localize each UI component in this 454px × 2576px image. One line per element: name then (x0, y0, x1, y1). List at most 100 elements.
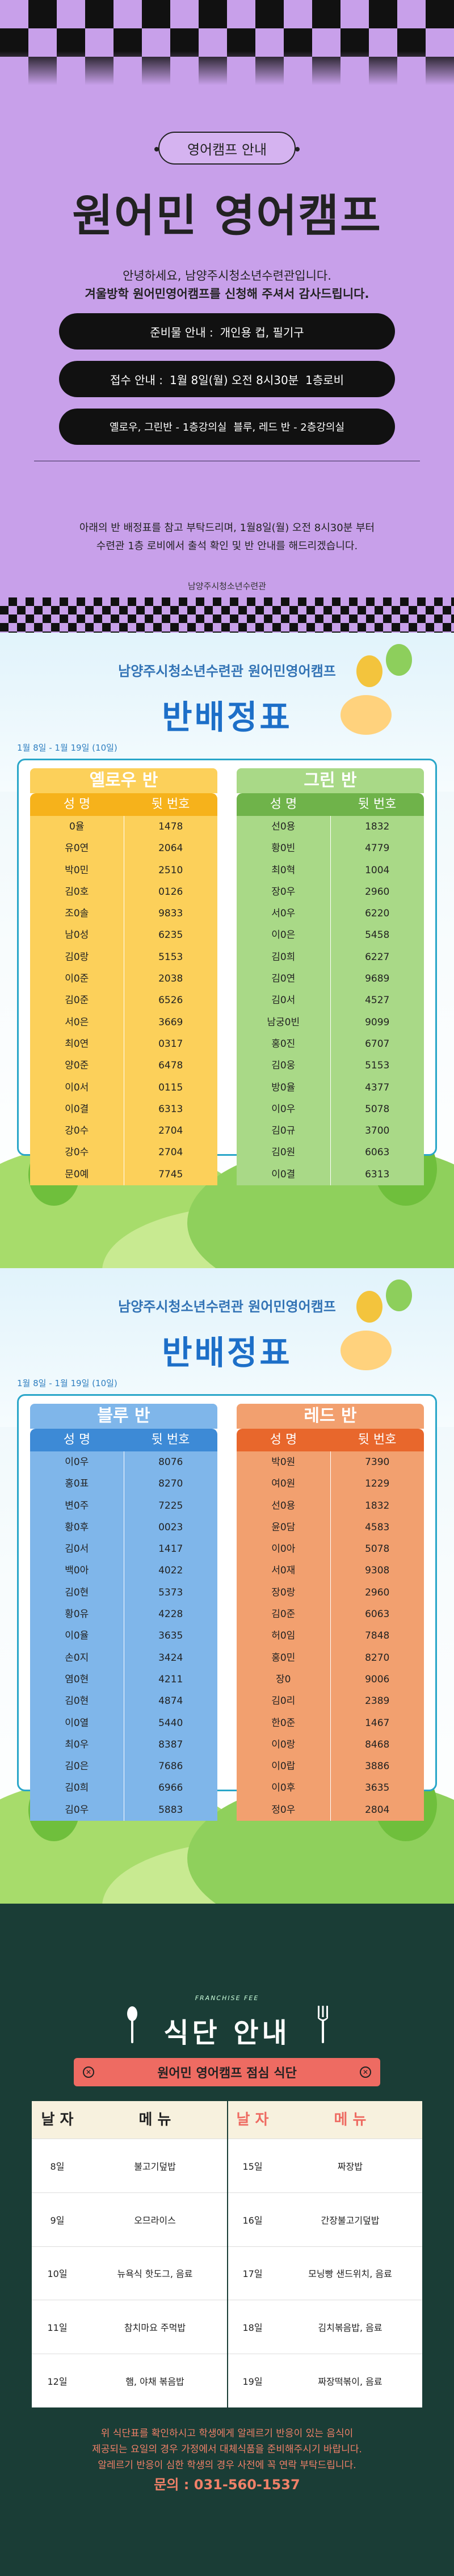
table-row: 이0은 5458 (237, 924, 424, 946)
sheet-org: 남양주시청소년수련관 원어민영어캠프 (118, 663, 336, 679)
phone-suffix: 1417 (158, 1543, 183, 1555)
student-name: 장0우 (237, 881, 331, 903)
table-row: 선0용 1832 (237, 816, 424, 838)
student-name: 남0성 (30, 924, 124, 946)
student-name: 황0후 (30, 1516, 124, 1539)
phone-suffix: 9006 (365, 1673, 390, 1685)
table-row: 김0준 6063 (237, 1603, 424, 1626)
student-name: 김0현 (30, 1581, 124, 1604)
table-row: 유0연 2064 (30, 837, 217, 860)
table-row: 염0현 4211 (30, 1668, 217, 1691)
phone-suffix: 0023 (158, 1521, 183, 1533)
table-row: 이0후 3635 (237, 1777, 424, 1799)
phone-suffix: 7225 (158, 1500, 183, 1512)
menu-date: 16일 (242, 2215, 263, 2226)
notice-section: 영어캠프 안내 원어민 영어캠프 안녕하세요, 남양주시청소년수련관입니다. 겨… (0, 0, 454, 633)
menu-table: 날 자 메 뉴 날 자 메 뉴 8일 불고기덮밥 15일 짜장밥 9일 오므라이스 16일 간… (32, 2101, 422, 2407)
menu-item: 오므라이스 (134, 2215, 176, 2226)
phone-suffix: 9833 (158, 908, 183, 920)
phone-suffix: 5440 (158, 1717, 183, 1729)
table-row: 강0수 2704 (30, 1142, 217, 1164)
table-row: 양0준 6478 (30, 1055, 217, 1077)
table-header: 성 명 뒷 번호 (30, 1429, 217, 1451)
phone-suffix: 7848 (365, 1630, 390, 1642)
student-name: 변0주 (30, 1495, 124, 1517)
student-name: 황0유 (30, 1603, 124, 1626)
table-row: 김0랑 5153 (30, 946, 217, 969)
spoon-icon (127, 2006, 137, 2043)
student-name: 장0랑 (237, 1581, 331, 1604)
phone-suffix: 6063 (365, 1147, 390, 1159)
student-name: 허0임 (237, 1625, 331, 1647)
notice-pill: 영어캠프 안내 (154, 132, 300, 165)
table-row: 손0지 3424 (30, 1647, 217, 1669)
menu-row: 10일 뉴욕식 핫도그, 음료 17일 모닝빵 샌드위치, 음료 (32, 2246, 422, 2300)
phone-suffix: 1832 (365, 821, 390, 832)
student-name: 박0원 (237, 1451, 331, 1474)
menu-item: 간장불고기덮밥 (321, 2215, 380, 2226)
phone-suffix: 6313 (365, 1168, 390, 1180)
student-name: 강0수 (30, 1142, 124, 1164)
table-row: 이0결 6313 (237, 1163, 424, 1186)
student-name: 선0용 (237, 816, 331, 838)
student-name: 백0아 (30, 1560, 124, 1582)
student-name: 김0준 (30, 990, 124, 1012)
table-row: 김0준 6526 (30, 990, 217, 1012)
student-name: 이0열 (30, 1712, 124, 1734)
table-row: 이0열 5440 (30, 1712, 217, 1734)
phone-suffix: 5458 (365, 929, 390, 941)
student-name: 양0준 (30, 1055, 124, 1077)
table-row: 남궁0빈 9099 (237, 1011, 424, 1033)
menu-header: 메 뉴 (138, 2111, 171, 2128)
phone-suffix: 6966 (158, 1782, 183, 1794)
menu-item: 짜장밥 (337, 2161, 363, 2172)
phone-suffix: 8468 (365, 1739, 390, 1750)
table-row: 김0호 0126 (30, 881, 217, 903)
classroom-floor-2: 블루, 레드 반 - 2층강의실 (233, 422, 345, 433)
table-row: 김0서 1417 (30, 1538, 217, 1560)
phone-suffix: 4228 (158, 1609, 183, 1620)
student-name: 서0재 (237, 1560, 331, 1582)
notice-line: 제공되는 요일의 경우 가정에서 대체식품을 준비해주시기 바랍니다. (92, 2444, 362, 2455)
supplies-info: 준비물 안내 : 개인용 컵, 필기구 (59, 313, 395, 350)
phone-suffix: 2704 (158, 1147, 183, 1159)
organization-name: 남양주시청소년수련관 (187, 581, 266, 591)
note-line-1: 아래의 반 배정표를 참고 부탁드리며, 1월8일(월) 오전 8시30분 부터 (79, 522, 375, 534)
phone-suffix: 4779 (365, 843, 390, 855)
menu-item: 불고기덮밥 (134, 2161, 176, 2172)
checker-pattern-bottom (0, 597, 454, 633)
table-row: 황0빈 4779 (237, 837, 424, 860)
balloon-icon (356, 1291, 382, 1323)
phone-suffix: 6313 (158, 1103, 183, 1115)
table-row: 황0후 0023 (30, 1516, 217, 1539)
student-name: 김0희 (237, 946, 331, 969)
student-name: 홍0진 (237, 1033, 331, 1055)
table-row: 김0웅 5153 (237, 1055, 424, 1077)
student-name: 정0우 (237, 1799, 331, 1821)
intro-line-1: 안녕하세요, 남양주시청소년수련관입니다. (123, 269, 331, 283)
table-row: 0율 1478 (30, 816, 217, 838)
table-row: 김0현 4874 (30, 1690, 217, 1712)
table-row: 김0서 4527 (237, 990, 424, 1012)
date-header: 날 자 (236, 2111, 269, 2128)
phone-suffix: 5373 (158, 1586, 183, 1598)
sheet-org: 남양주시청소년수련관 원어민영어캠프 (118, 1299, 336, 1315)
table-row: 여0원 1229 (237, 1473, 424, 1495)
phone-suffix: 0126 (158, 886, 183, 898)
menu-section: FRANCHISE FEE 식단 안내 ✕ 원어민 영어캠프 점심 식단 ✕ 날… (0, 1904, 454, 2576)
student-name: 이0결 (237, 1163, 331, 1186)
table-row: 강0수 2704 (30, 1120, 217, 1142)
student-name: 염0현 (30, 1668, 124, 1691)
number-header: 뒷 번호 (358, 1433, 397, 1447)
phone-suffix: 2510 (158, 864, 183, 876)
supplies-label: 준비물 안내 : (150, 325, 213, 339)
student-name: 0율 (30, 816, 124, 838)
student-name: 이0율 (30, 1625, 124, 1647)
student-name: 이0은 (237, 924, 331, 946)
student-name: 홍0표 (30, 1473, 124, 1495)
phone-suffix: 4377 (365, 1081, 390, 1093)
student-name: 방0율 (237, 1076, 331, 1098)
class-name: 레드 반 (237, 1404, 424, 1429)
